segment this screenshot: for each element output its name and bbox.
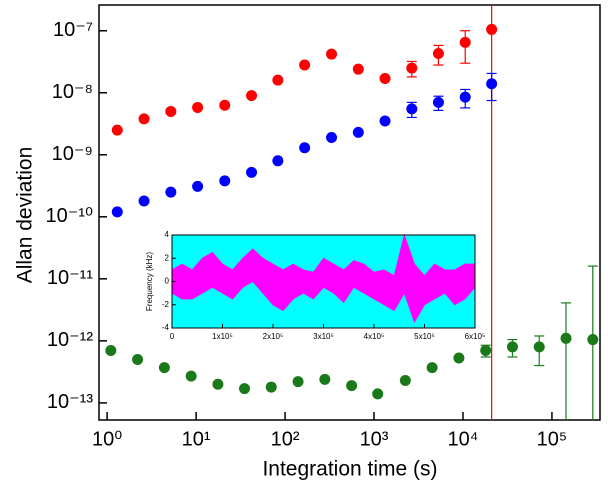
point <box>158 362 170 374</box>
point <box>212 378 224 390</box>
x-axis-label: Integration time (s) <box>262 458 437 481</box>
point <box>486 23 498 35</box>
y-tick-label: 10⁻¹⁰ <box>46 205 93 227</box>
inset-x-tick-label: 3x10⁵ <box>313 332 334 341</box>
point <box>533 341 545 353</box>
point <box>379 72 391 84</box>
inset-y-tick-label: -4 <box>162 323 170 332</box>
point <box>138 113 150 125</box>
point <box>219 99 231 111</box>
y-tick-label: 10⁻⁸ <box>52 81 93 103</box>
inset-x-tick-label: 1x10⁵ <box>212 332 233 341</box>
point <box>399 374 411 386</box>
point <box>486 78 498 90</box>
plot-frame <box>98 4 601 421</box>
y-tick-label: 10⁻⁷ <box>53 19 93 41</box>
y-axis-label: Allan deviation <box>14 147 37 284</box>
point <box>459 36 471 48</box>
inset-x-tick-label: 4x10⁵ <box>364 332 385 341</box>
inset-y-tick-label: 2 <box>165 253 170 262</box>
point <box>272 74 284 86</box>
point <box>246 166 258 178</box>
point <box>453 352 465 364</box>
inset-x-tick-label: 6x10⁵ <box>465 332 486 341</box>
point <box>372 388 384 400</box>
point <box>292 376 304 388</box>
inset-y-axis-label: Frequency (kHz) <box>145 252 154 311</box>
point <box>138 195 150 207</box>
point <box>132 354 144 366</box>
point <box>105 344 117 356</box>
point <box>111 206 123 218</box>
point <box>432 47 444 59</box>
inset-x-tick-label: 2x10⁵ <box>263 332 284 341</box>
point <box>219 175 231 187</box>
inset-y-tick-label: 0 <box>165 277 170 286</box>
inset-y-tick-label: -2 <box>162 300 170 309</box>
point <box>246 90 258 102</box>
point <box>480 344 492 356</box>
point <box>587 334 599 346</box>
point <box>426 362 438 374</box>
y-tick-label: 10⁻¹² <box>47 329 93 351</box>
point <box>265 381 277 393</box>
point <box>238 383 250 395</box>
x-tick-label: 10⁴ <box>448 428 479 450</box>
point <box>352 126 364 138</box>
x-tick-label: 10⁰ <box>92 428 122 450</box>
point <box>319 373 331 385</box>
point <box>165 186 177 198</box>
point <box>459 91 471 103</box>
point <box>326 48 338 60</box>
point <box>326 132 338 144</box>
point <box>346 380 358 392</box>
point <box>165 105 177 117</box>
inset-y-tick-label: 4 <box>165 230 170 239</box>
x-tick-label: 10² <box>271 428 300 450</box>
point <box>192 180 204 192</box>
y-tick-label: 10⁻¹³ <box>47 391 93 413</box>
y-tick-label: 10⁻¹¹ <box>47 267 93 289</box>
point <box>560 332 572 344</box>
point <box>506 341 518 353</box>
inset-x-tick-label: 0 <box>170 332 175 341</box>
point <box>299 142 311 154</box>
point <box>111 124 123 136</box>
point <box>432 96 444 108</box>
x-tick-label: 10¹ <box>182 428 211 450</box>
point <box>379 115 391 127</box>
point <box>272 155 284 167</box>
inset-x-tick-label: 5x10⁵ <box>414 332 435 341</box>
point <box>192 101 204 113</box>
point <box>406 62 418 74</box>
point <box>185 370 197 382</box>
x-tick-label: 10³ <box>360 428 389 450</box>
point <box>299 59 311 71</box>
y-tick-label: 10⁻⁹ <box>52 143 93 165</box>
x-tick-label: 10⁵ <box>537 428 568 450</box>
point <box>352 63 364 75</box>
point <box>406 103 418 115</box>
